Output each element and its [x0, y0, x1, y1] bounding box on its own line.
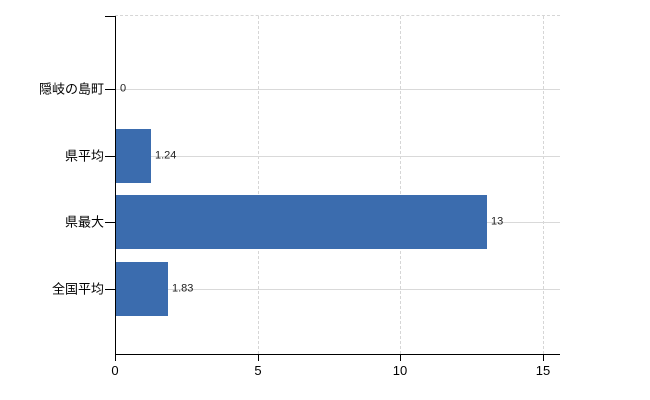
y-axis-tick [105, 222, 115, 223]
category-label: 県最大 [64, 214, 104, 230]
y-axis-tick [105, 16, 115, 17]
plot-top-border [115, 15, 560, 16]
value-label: 13 [491, 215, 504, 228]
vertical-gridline [400, 16, 401, 354]
horizontal-gridline [116, 289, 560, 290]
x-tick-label: 15 [535, 363, 551, 378]
x-axis-tick [258, 355, 259, 361]
value-label: 0 [120, 82, 127, 95]
x-axis-tick [400, 355, 401, 361]
category-label: 隠岐の島町 [38, 81, 104, 97]
y-axis-tick [105, 89, 115, 90]
x-axis-line [115, 354, 560, 355]
bar [116, 195, 487, 249]
x-axis-tick [543, 355, 544, 361]
vertical-gridline [258, 16, 259, 354]
y-axis-line [115, 16, 116, 354]
value-label: 1.83 [172, 282, 194, 295]
x-tick-label: 10 [392, 363, 408, 378]
bar [116, 262, 168, 316]
value-label: 1.24 [155, 149, 177, 162]
x-axis-tick [115, 355, 116, 361]
category-label: 県平均 [64, 148, 104, 164]
x-tick-label: 5 [254, 363, 262, 378]
horizontal-gridline [116, 156, 560, 157]
y-axis-tick [105, 156, 115, 157]
horizontal-gridline [116, 89, 560, 90]
vertical-gridline [543, 16, 544, 354]
category-label: 全国平均 [51, 281, 104, 297]
x-tick-label: 0 [111, 363, 119, 378]
bar [116, 129, 151, 183]
y-axis-tick [105, 289, 115, 290]
